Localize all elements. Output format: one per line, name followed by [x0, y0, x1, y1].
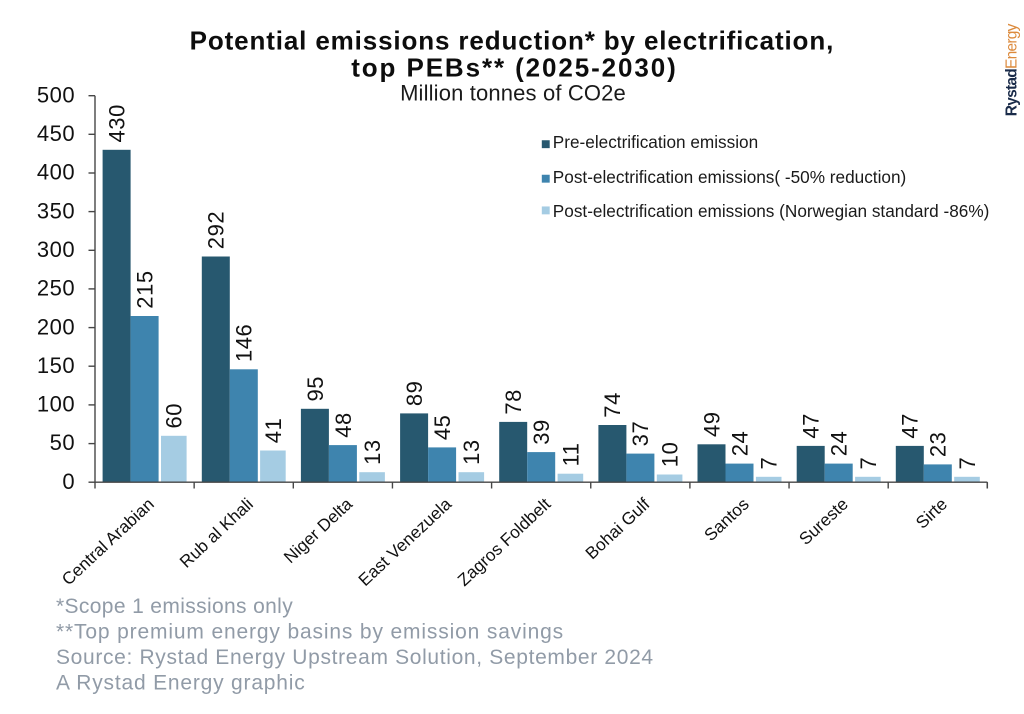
svg-text:**Top premium energy basins by: **Top premium energy basins by emission …	[56, 620, 564, 643]
svg-text:95: 95	[303, 376, 328, 402]
svg-text:450: 450	[37, 121, 75, 146]
svg-text:0: 0	[62, 469, 75, 494]
svg-text:50: 50	[50, 430, 76, 455]
svg-text:430: 430	[105, 104, 130, 142]
svg-text:13: 13	[459, 439, 484, 465]
svg-text:*Scope 1 emissions only: *Scope 1 emissions only	[56, 595, 293, 618]
svg-text:RystadEnergy: RystadEnergy	[1004, 23, 1021, 116]
svg-text:100: 100	[37, 392, 75, 417]
svg-text:400: 400	[37, 160, 75, 185]
svg-text:39: 39	[529, 419, 554, 445]
svg-text:top PEBs** (2025-2030): top PEBs** (2025-2030)	[351, 52, 677, 82]
svg-text:A Rystad Energy graphic: A Rystad Energy graphic	[56, 672, 306, 695]
svg-text:Pre-electrification emission: Pre-electrification emission	[553, 132, 758, 152]
svg-text:Million tonnes of CO2e: Million tonnes of CO2e	[400, 81, 626, 106]
svg-text:24: 24	[727, 431, 752, 457]
svg-text:74: 74	[600, 392, 625, 418]
svg-text:200: 200	[37, 314, 75, 339]
svg-text:7: 7	[757, 457, 782, 470]
svg-text:215: 215	[133, 270, 158, 308]
svg-text:47: 47	[898, 413, 923, 439]
svg-text:78: 78	[501, 389, 526, 415]
svg-text:300: 300	[37, 237, 75, 262]
svg-text:10: 10	[657, 442, 682, 468]
svg-text:23: 23	[926, 432, 951, 458]
svg-text:49: 49	[699, 411, 724, 437]
svg-text:Source: Rystad Energy Upstream: Source: Rystad Energy Upstream Solution,…	[56, 646, 654, 669]
svg-text:41: 41	[261, 418, 286, 444]
svg-text:37: 37	[628, 421, 653, 447]
svg-text:292: 292	[204, 211, 229, 249]
svg-text:500: 500	[37, 82, 75, 107]
svg-text:24: 24	[827, 431, 852, 457]
svg-text:45: 45	[430, 415, 455, 441]
svg-text:146: 146	[232, 324, 257, 362]
svg-text:Post-electrification emissions: Post-electrification emissions( -50% red…	[553, 167, 906, 187]
svg-text:47: 47	[799, 413, 824, 439]
svg-text:48: 48	[331, 412, 356, 438]
svg-text:250: 250	[37, 276, 75, 301]
svg-text:11: 11	[558, 442, 583, 466]
svg-text:7: 7	[955, 457, 980, 470]
svg-text:13: 13	[360, 439, 385, 465]
svg-text:Post-electrification emissions: Post-electrification emissions (Norwegia…	[553, 201, 990, 221]
svg-text:350: 350	[37, 198, 75, 223]
svg-text:60: 60	[162, 403, 187, 429]
svg-text:150: 150	[37, 353, 75, 378]
svg-text:7: 7	[856, 457, 881, 470]
svg-text:Potential emissions reduction*: Potential emissions reduction* by electr…	[190, 25, 835, 55]
svg-text:89: 89	[402, 381, 427, 407]
